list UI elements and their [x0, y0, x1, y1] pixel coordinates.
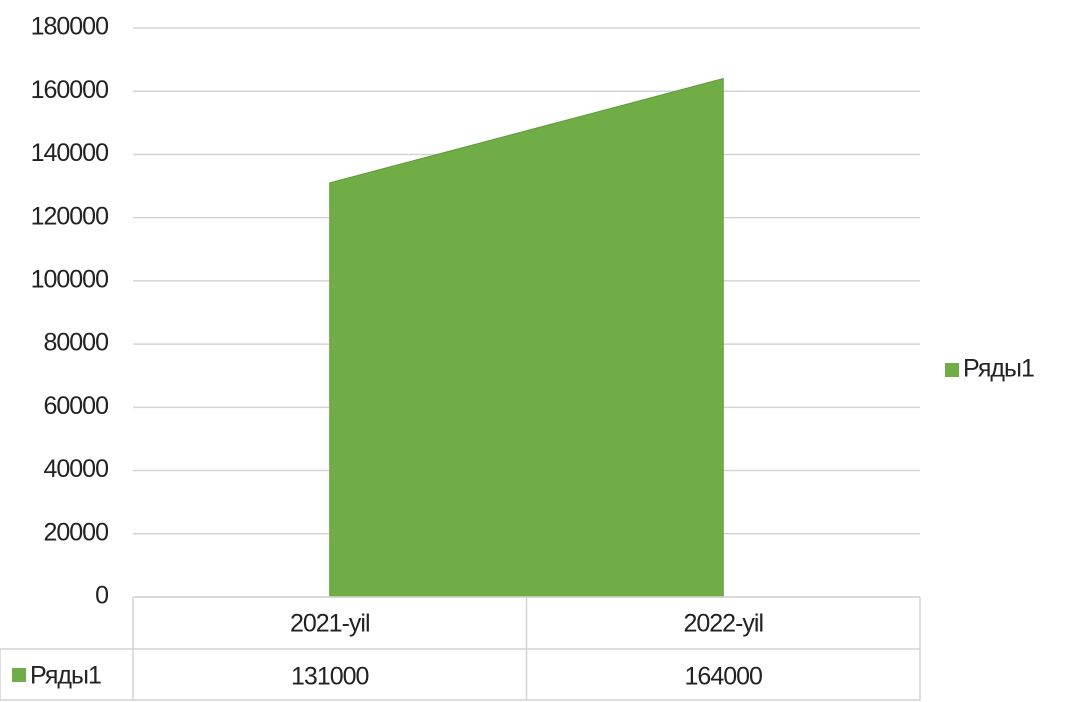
x-tick-label: 2021-yil	[290, 610, 370, 638]
y-tick-label: 20000	[43, 518, 108, 546]
y-tick-label: 60000	[43, 392, 108, 420]
y-tick-label: 140000	[31, 139, 109, 167]
y-tick-label: 100000	[31, 265, 109, 293]
x-tick-label: 2022-yil	[683, 610, 763, 638]
y-tick-label: 160000	[31, 76, 109, 104]
y-tick-label: 180000	[31, 13, 109, 41]
y-tick-label: 0	[95, 582, 108, 610]
legend-label: Ряды1	[963, 355, 1034, 383]
legend-key	[945, 363, 959, 377]
y-tick-label: 80000	[43, 329, 108, 357]
y-tick-label: 120000	[31, 202, 109, 230]
table-legend-key	[12, 668, 26, 682]
table-value: 131000	[291, 663, 369, 691]
table-value: 164000	[685, 663, 763, 691]
table-series-name: Ряды1	[30, 662, 101, 690]
area	[329, 77, 724, 598]
y-tick-label: 40000	[43, 455, 108, 483]
